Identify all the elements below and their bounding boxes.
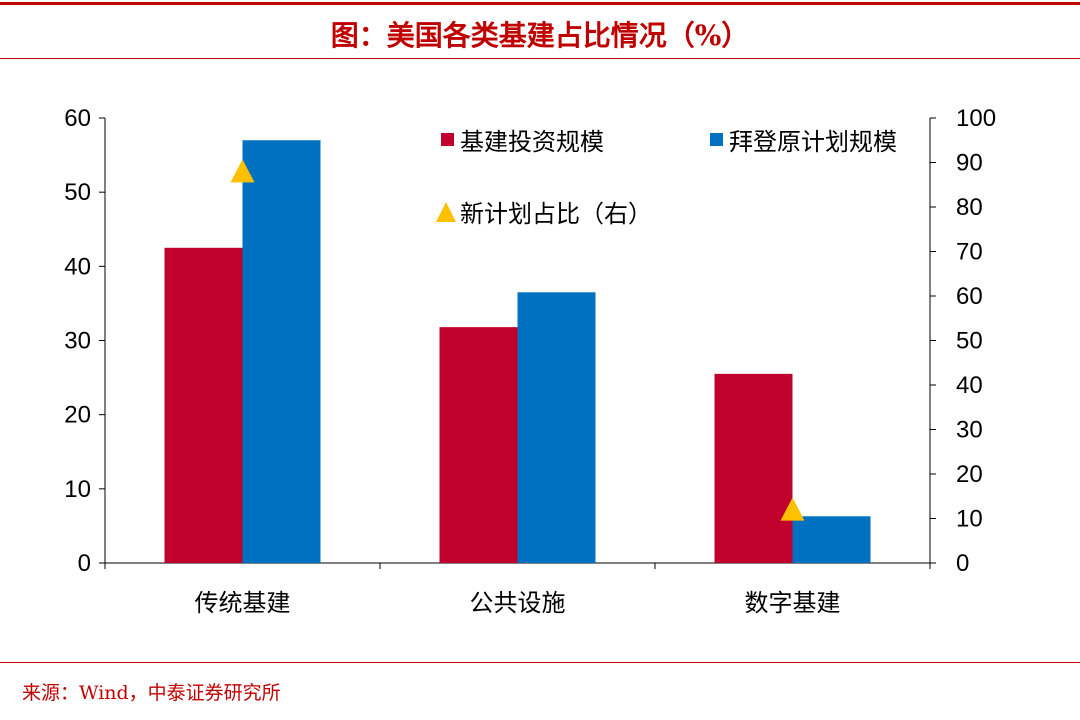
y2-tick-label: 90 <box>956 150 983 177</box>
x-tick-label: 公共设施 <box>470 589 566 617</box>
y2-tick-label: 80 <box>956 194 983 221</box>
y-tick-label: 50 <box>64 179 91 206</box>
x-tick-label: 传统基建 <box>195 589 291 617</box>
y-tick-label: 30 <box>64 328 91 355</box>
legend-swatch-investment <box>441 133 454 146</box>
bottom-rule <box>0 662 1080 663</box>
y-tick-label: 60 <box>64 105 91 132</box>
y-tick-label: 20 <box>64 402 91 429</box>
bar-investment <box>714 373 793 563</box>
y2-tick-label: 20 <box>956 461 983 488</box>
y2-tick-label: 40 <box>956 372 983 399</box>
bar-investment <box>439 327 518 563</box>
legend-label-investment: 基建投资规模 <box>460 128 604 156</box>
bar-investment <box>164 247 243 563</box>
bar-biden-plan <box>242 140 321 563</box>
x-tick-label: 数字基建 <box>745 589 841 617</box>
y-tick-label: 40 <box>64 253 91 280</box>
legend-swatch-biden-plan <box>710 133 723 146</box>
top-rule <box>0 2 1080 5</box>
triangle-marker-new-plan-share <box>780 497 805 521</box>
y2-tick-label: 60 <box>956 283 983 310</box>
y2-tick-label: 70 <box>956 239 983 266</box>
source-note: 来源：Wind，中泰证券研究所 <box>22 682 281 704</box>
y2-tick-label: 100 <box>956 105 996 132</box>
y-tick-label: 10 <box>64 476 91 503</box>
title-rule <box>0 58 1080 59</box>
y2-tick-label: 30 <box>956 417 983 444</box>
bar-biden-plan <box>792 516 871 563</box>
y2-tick-label: 50 <box>956 328 983 355</box>
bar-biden-plan <box>517 292 596 563</box>
y2-tick-label: 10 <box>956 506 983 533</box>
chart-title: 图：美国各类基建占比情况（%） <box>330 19 750 52</box>
y-tick-label: 0 <box>78 550 91 577</box>
legend-label-biden-plan: 拜登原计划规模 <box>729 128 897 156</box>
y2-tick-label: 0 <box>956 550 969 577</box>
legend-label-new-plan-share: 新计划占比（右） <box>460 200 652 228</box>
legend-swatch-new-plan-share <box>436 202 456 222</box>
triangle-marker-new-plan-share <box>230 159 255 183</box>
